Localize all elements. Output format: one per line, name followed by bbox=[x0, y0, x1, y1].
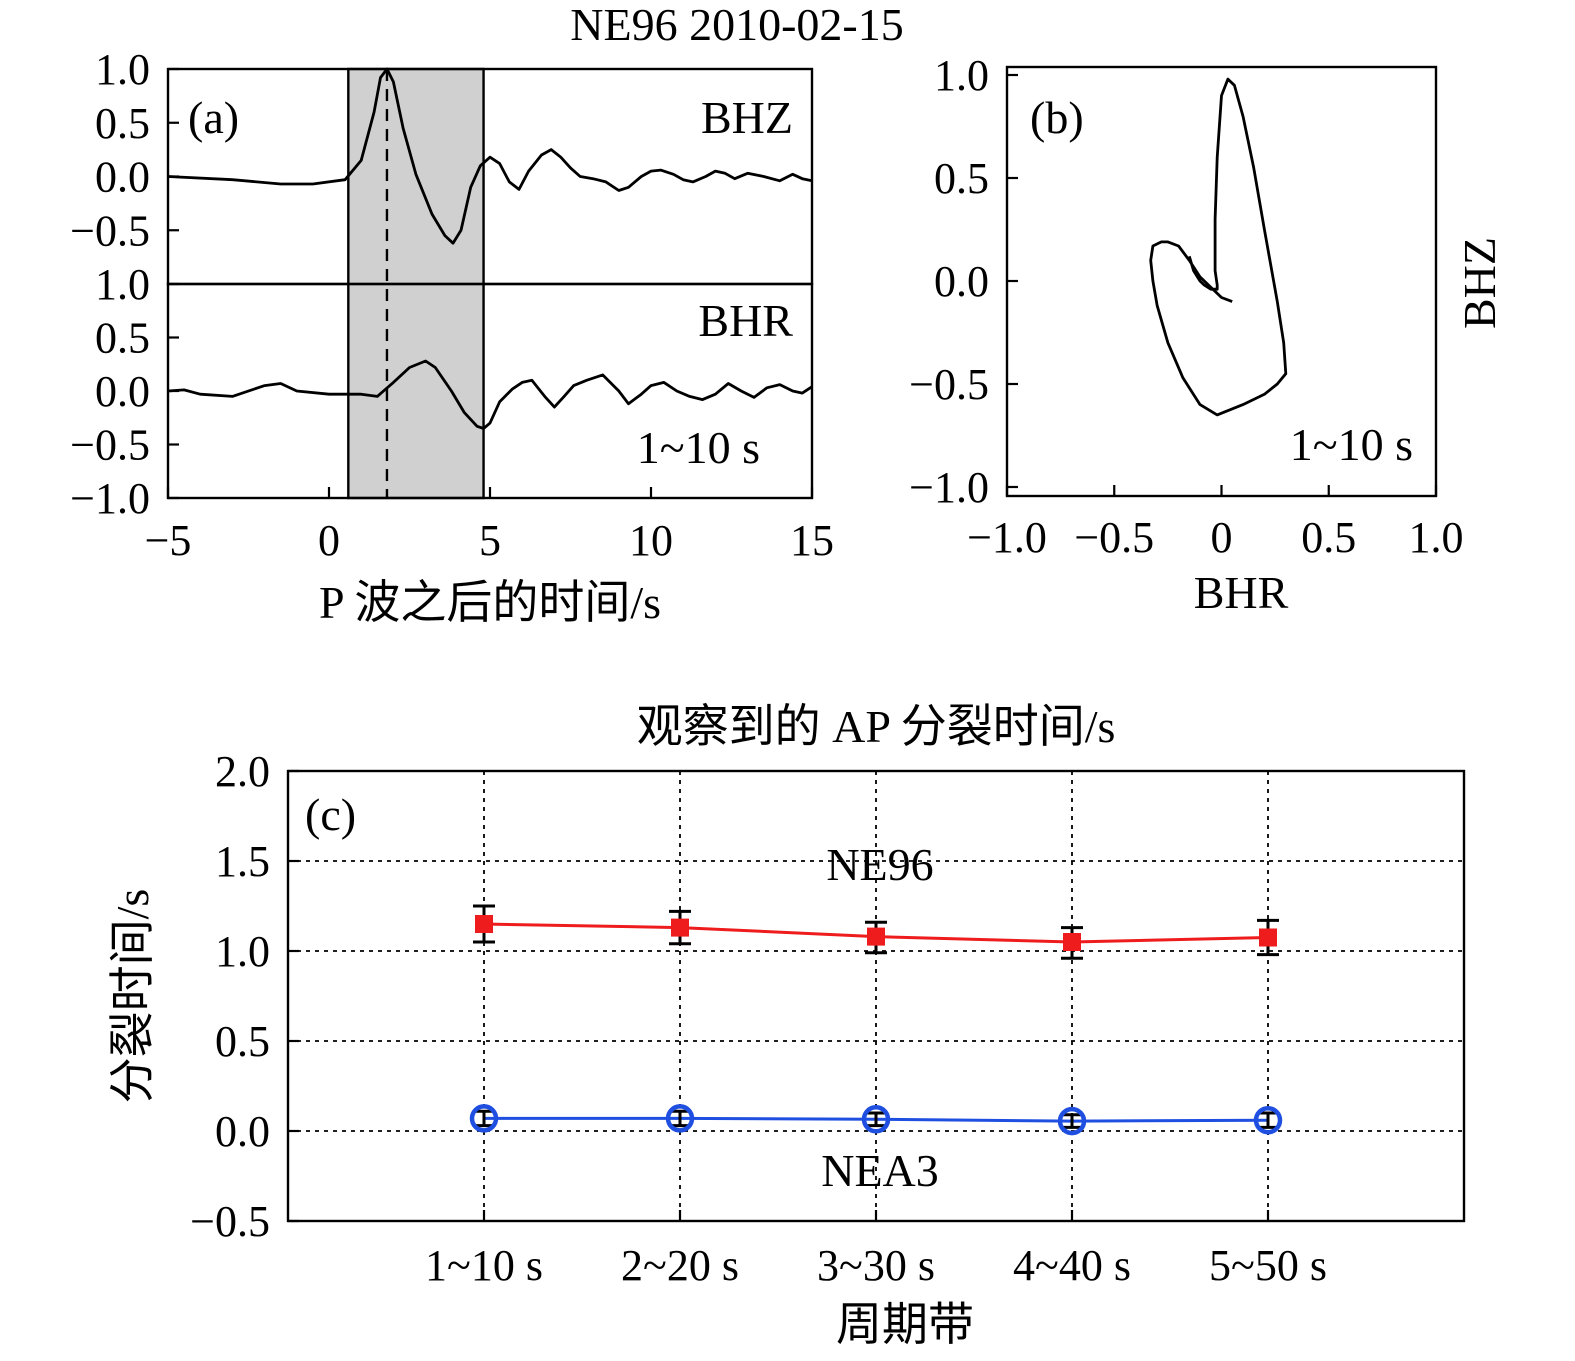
bhr-trace bbox=[167, 359, 813, 430]
data-point-square bbox=[867, 927, 885, 946]
x-tick-label: 5~50 s bbox=[1209, 1241, 1327, 1290]
x-tick-label: 3~30 s bbox=[817, 1241, 935, 1290]
panel-b-period-annotation: 1~10 s bbox=[1290, 419, 1413, 470]
panel-b-particle-motion: −1.0 −0.5 0 0.5 1.0 1.0 0.5 0.0 −0.5 −1.0 (b) 1~1… bbox=[909, 51, 1505, 618]
nea3-series-label: NEA3 bbox=[821, 1145, 939, 1196]
y-tick-label: 0.5 bbox=[215, 1017, 270, 1066]
y-tick-label: 0.5 bbox=[934, 154, 989, 203]
x-tick-label: 1~10 s bbox=[425, 1241, 543, 1290]
y-tick-label: 0.5 bbox=[95, 314, 150, 363]
figure-title: NE96 2010-02-15 bbox=[570, 0, 903, 50]
y-tick-label: −0.5 bbox=[70, 421, 150, 470]
panel-a-period-annotation: 1~10 s bbox=[637, 422, 760, 473]
panel-c-title: 观察到的 AP 分裂时间/s bbox=[637, 701, 1116, 752]
ne96-series-label: NE96 bbox=[826, 839, 933, 890]
y-tick-label: 0.0 bbox=[934, 257, 989, 306]
data-point-circle bbox=[665, 1104, 695, 1133]
data-point-circle bbox=[861, 1105, 891, 1134]
data-point-circle bbox=[469, 1104, 499, 1133]
panel-c-x-axis-label: 周期带 bbox=[836, 1299, 974, 1350]
y-tick-label: 1.0 bbox=[95, 45, 150, 94]
y-tick-label: 0.0 bbox=[215, 1107, 270, 1156]
y-tick-label: 1.0 bbox=[934, 51, 989, 100]
x-tick-label: −1.0 bbox=[967, 513, 1047, 562]
data-point-square bbox=[1259, 928, 1277, 947]
y-tick-label: 1.5 bbox=[215, 837, 270, 886]
panel-b-y-axis-label: BHZ bbox=[1454, 237, 1505, 329]
y-tick-label: 1.0 bbox=[215, 927, 270, 976]
panel-b-label: (b) bbox=[1030, 92, 1084, 143]
x-tick-label: 0.5 bbox=[1301, 513, 1356, 562]
bhr-label: BHR bbox=[698, 295, 793, 346]
panel-a-waveforms: −5 0 5 10 151.00.50.0−0.51.00.50.0−0.5−1.0 (… bbox=[70, 45, 834, 628]
y-tick-label: 2.0 bbox=[215, 747, 270, 796]
y-tick-label: 1.0 bbox=[95, 260, 150, 309]
bhz-trace bbox=[167, 67, 813, 245]
y-tick-label: −1.0 bbox=[70, 474, 150, 523]
x-tick-label: 5 bbox=[479, 516, 501, 565]
x-tick-label: 4~40 s bbox=[1013, 1241, 1131, 1290]
panel-b-x-axis-label: BHR bbox=[1194, 567, 1289, 618]
y-tick-label: −0.5 bbox=[70, 206, 150, 255]
particle-motion-trace bbox=[1149, 77, 1288, 417]
x-tick-label: −5 bbox=[145, 516, 192, 565]
y-tick-label: 0.0 bbox=[95, 153, 150, 202]
panel-a-label: (a) bbox=[188, 92, 239, 143]
panel-c-splitting-times: 2.0 1.5 1.0 0.5 0.0 −0.5 1~10 s 2~20 s 3~30 s 4~4… bbox=[107, 701, 1466, 1350]
x-tick-label: 15 bbox=[790, 516, 834, 565]
y-tick-label: 0.5 bbox=[95, 99, 150, 148]
x-tick-label: 1.0 bbox=[1409, 513, 1464, 562]
data-point-circle bbox=[1253, 1105, 1283, 1135]
data-point-square bbox=[475, 915, 493, 933]
x-tick-label: −0.5 bbox=[1074, 513, 1154, 562]
panel-a-x-axis-label: P 波之后的时间/s bbox=[319, 577, 661, 628]
panel-c-label: (c) bbox=[305, 789, 356, 840]
y-tick-label: −0.5 bbox=[909, 360, 989, 409]
y-tick-label: 0.0 bbox=[95, 367, 150, 416]
x-tick-label: 10 bbox=[629, 516, 673, 565]
x-tick-label: 0 bbox=[1211, 513, 1233, 562]
data-point-square bbox=[671, 918, 689, 937]
data-point-square bbox=[1063, 933, 1081, 951]
y-tick-label: −0.5 bbox=[190, 1197, 270, 1246]
bhz-label: BHZ bbox=[701, 92, 793, 143]
y-tick-label: −1.0 bbox=[909, 463, 989, 512]
x-tick-label: 0 bbox=[318, 516, 340, 565]
data-point-circle bbox=[1057, 1106, 1087, 1136]
x-tick-label: 2~20 s bbox=[621, 1241, 739, 1290]
panel-c-y-axis-label: 分裂时间/s bbox=[107, 889, 158, 1104]
